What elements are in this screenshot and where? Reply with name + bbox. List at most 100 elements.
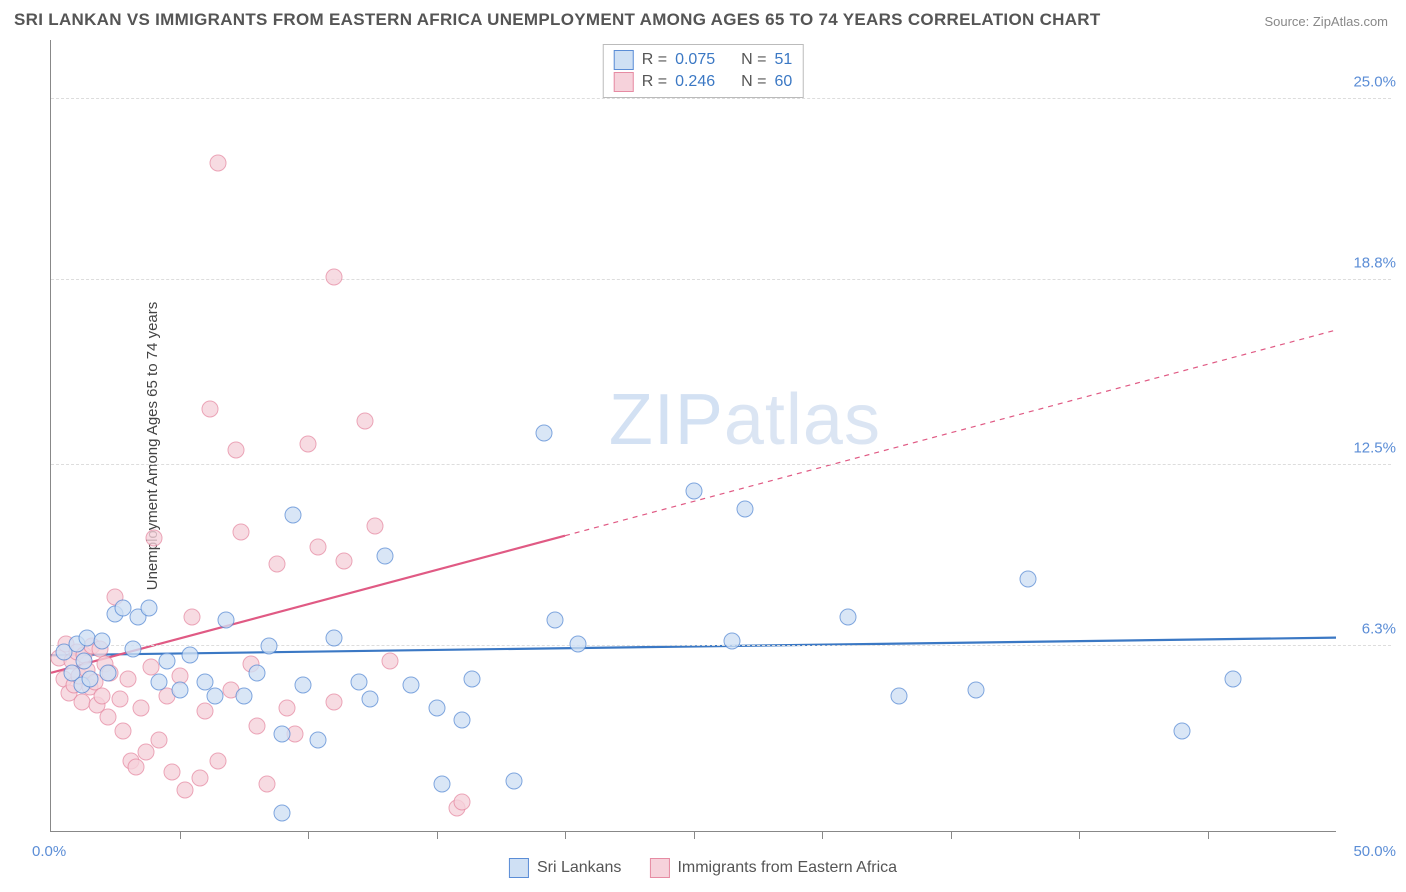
legend-item: Sri Lankans [509, 858, 622, 878]
data-point [150, 732, 167, 749]
data-point [839, 609, 856, 626]
series-legend: Sri Lankans Immigrants from Eastern Afri… [509, 858, 897, 878]
x-tick [308, 831, 309, 839]
swatch-icon [509, 858, 529, 878]
data-point [274, 805, 291, 822]
data-point [351, 673, 368, 690]
data-point [294, 676, 311, 693]
y-tick-label: 18.8% [1353, 255, 1396, 272]
data-point [454, 711, 471, 728]
data-point [210, 752, 227, 769]
correlation-legend: R = 0.075 N = 51 R = 0.246 N = 60 [603, 44, 804, 98]
data-point [325, 269, 342, 286]
data-point [310, 732, 327, 749]
legend-row-series2: R = 0.246 N = 60 [614, 71, 793, 93]
data-point [202, 401, 219, 418]
data-point [217, 612, 234, 629]
data-point [269, 556, 286, 573]
x-tick [951, 831, 952, 839]
gridline [51, 464, 1391, 465]
data-point [258, 776, 275, 793]
data-point [356, 412, 373, 429]
data-point [99, 664, 116, 681]
data-point [184, 609, 201, 626]
data-point [132, 699, 149, 716]
data-point [171, 682, 188, 699]
x-tick [1079, 831, 1080, 839]
data-point [736, 500, 753, 517]
data-point [125, 641, 142, 658]
x-tick [565, 831, 566, 839]
data-point [279, 699, 296, 716]
data-point [114, 600, 131, 617]
data-point [120, 670, 137, 687]
data-point [99, 708, 116, 725]
data-point [94, 632, 111, 649]
data-point [94, 688, 111, 705]
data-point [310, 538, 327, 555]
data-point [433, 776, 450, 793]
data-point [73, 694, 90, 711]
data-point [361, 691, 378, 708]
data-point [325, 629, 342, 646]
y-tick-label: 6.3% [1362, 621, 1396, 638]
r-value: 0.246 [675, 73, 715, 91]
data-point [402, 676, 419, 693]
data-point [150, 673, 167, 690]
n-label: N = [741, 73, 766, 91]
r-label: R = [642, 73, 667, 91]
data-point [1019, 571, 1036, 588]
data-point [192, 770, 209, 787]
data-point [300, 436, 317, 453]
legend-label: Sri Lankans [537, 859, 622, 877]
x-tick [437, 831, 438, 839]
n-value: 60 [774, 73, 792, 91]
data-point [112, 691, 129, 708]
data-point [382, 653, 399, 670]
n-label: N = [741, 51, 766, 69]
data-point [274, 726, 291, 743]
data-point [76, 653, 93, 670]
x-tick [180, 831, 181, 839]
data-point [197, 702, 214, 719]
data-point [261, 638, 278, 655]
x-axis-max-label: 50.0% [1353, 843, 1396, 860]
y-tick-label: 25.0% [1353, 73, 1396, 90]
swatch-icon [649, 858, 669, 878]
data-point [78, 629, 95, 646]
data-point [114, 723, 131, 740]
data-point [464, 670, 481, 687]
data-point [284, 506, 301, 523]
data-point [140, 600, 157, 617]
swatch-icon [614, 72, 634, 92]
n-value: 51 [774, 51, 792, 69]
data-point [235, 688, 252, 705]
legend-item: Immigrants from Eastern Africa [649, 858, 897, 878]
data-point [454, 793, 471, 810]
source-attribution: Source: ZipAtlas.com [1264, 14, 1388, 29]
data-point [685, 483, 702, 500]
data-point [569, 635, 586, 652]
trend-lines [51, 40, 1336, 831]
x-axis-min-label: 0.0% [32, 843, 66, 860]
legend-label: Immigrants from Eastern Africa [677, 859, 897, 877]
data-point [248, 717, 265, 734]
data-point [181, 647, 198, 664]
data-point [325, 694, 342, 711]
data-point [891, 688, 908, 705]
data-point [228, 442, 245, 459]
r-label: R = [642, 51, 667, 69]
plot-area: ZIPatlas 6.3%12.5%18.8%25.0% 0.0% 50.0% [50, 40, 1336, 832]
plot-inner: ZIPatlas 6.3%12.5%18.8%25.0% [50, 40, 1336, 832]
data-point [145, 530, 162, 547]
r-value: 0.075 [675, 51, 715, 69]
data-point [233, 524, 250, 541]
gridline [51, 279, 1391, 280]
y-tick-label: 12.5% [1353, 439, 1396, 456]
data-point [366, 518, 383, 535]
data-point [377, 547, 394, 564]
data-point [536, 424, 553, 441]
x-tick [1208, 831, 1209, 839]
x-tick [694, 831, 695, 839]
data-point [1225, 670, 1242, 687]
